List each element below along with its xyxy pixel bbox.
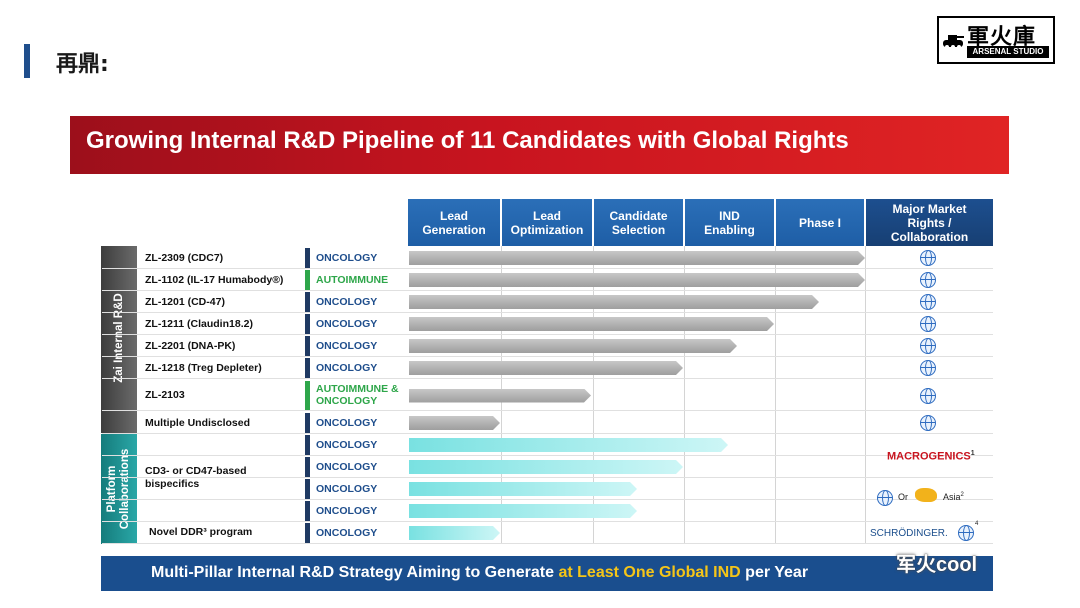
table-row [102,291,993,313]
therapeutic-area-tag: AUTOIMMUNE & ONCOLOGY [305,381,407,410]
table-row [102,500,993,522]
table-row [102,478,993,500]
therapeutic-area-tag: ONCOLOGY [305,479,407,499]
schrodinger-logo: SCHRÖDINGER. [870,528,948,539]
logo-text: 軍火庫 [967,25,1037,50]
progress-bar [409,339,737,353]
candidate-name: ZL-1218 (Treg Depleter) [145,361,262,374]
or-label: Or [898,492,908,502]
table-row [102,335,993,357]
progress-bar [409,438,728,452]
table-row [102,357,993,379]
table-row [102,313,993,335]
therapeutic-area-tag: ONCOLOGY [305,336,407,356]
schrodinger-footnote: 4 [975,521,979,527]
therapeutic-area-tag: AUTOIMMUNE [305,270,407,290]
stage-header-candidate-selection: Candidate Selection [594,199,683,246]
title-accent-bar [24,44,30,78]
candidate-name: Multiple Undisclosed [145,416,251,429]
candidate-name: ZL-1201 (CD-47) [145,295,225,308]
globe-icon [920,250,936,266]
globe-icon [920,360,936,376]
rights-header: Major Market Rights / Collaboration [866,199,993,246]
stage-header-phase-1: Phase I [776,199,864,246]
table-row [102,247,993,269]
stage-header-ind-enabling: IND Enabling [685,199,774,246]
globe-icon [920,387,936,404]
table-row [102,380,993,411]
table-row [102,412,993,434]
stage-header-lead-generation: Lead Generation [408,199,500,246]
therapeutic-area-tag: ONCOLOGY [305,358,407,378]
slide-title: Growing Internal R&D Pipeline of 11 Cand… [86,127,849,154]
therapeutic-area-tag: ONCOLOGY [305,314,407,334]
globe-icon [920,415,936,431]
platform-group-panel [101,434,137,544]
tank-icon [943,35,964,49]
globe-icon [920,338,936,354]
internal-group-panel [101,246,137,433]
candidate-name: ZL-2309 (CDC7) [145,251,224,264]
footer-banner: Multi-Pillar Internal R&D Strategy Aimin… [101,556,993,591]
table-row [102,434,993,456]
progress-bar [409,361,683,375]
candidate-name: ZL-2103 [145,389,185,401]
candidate-name: ZL-2201 (DNA-PK) [145,339,236,352]
candidate-name: ZL-1211 (Claudin18.2) [145,317,253,330]
progress-bar [409,317,774,331]
table-row [102,269,993,291]
table-row [102,522,993,544]
page-title: 再鼎: [56,52,109,77]
therapeutic-area-tag: ONCOLOGY [305,523,407,543]
progress-bar [409,416,500,430]
therapeutic-area-tag: ONCOLOGY [305,501,407,521]
globe-icon [920,316,936,332]
therapeutic-area-tag: ONCOLOGY [305,292,407,312]
stage-header-lead-optimization: Lead Optimization [502,199,592,246]
therapeutic-area-tag: ONCOLOGY [305,435,407,455]
progress-bar [409,482,637,496]
candidate-name-ddr: Novel DDR³ program [149,526,253,538]
progress-bar [409,273,865,287]
candidate-name: ZL-1102 (IL-17 Humabody®) [145,273,284,286]
progress-bar [409,526,500,540]
progress-bar [409,389,591,403]
asia-label: Asia2 [943,492,964,502]
china-map-icon [915,488,937,502]
candidate-name-bispecifics: CD3- or CD47-based bispecifics [145,465,247,490]
progress-bar [409,251,865,265]
therapeutic-area-tag: ONCOLOGY [305,457,407,477]
arsenal-logo: 軍火庫 ARSENAL STUDIO [937,16,1055,64]
globe-icon [920,272,936,288]
progress-bar [409,460,683,474]
globe-icon [920,294,936,310]
logo-subtext: ARSENAL STUDIO [967,46,1049,58]
globe-icon [958,525,974,541]
therapeutic-area-tag: ONCOLOGY [305,413,407,433]
progress-bar [409,295,819,309]
footer-highlight: at Least One Global IND [558,564,741,581]
wechat-watermark: 军火cool [896,554,978,576]
footer-text: Multi-Pillar Internal R&D Strategy Aimin… [151,564,809,581]
slide-title-banner: Growing Internal R&D Pipeline of 11 Cand… [70,116,1009,174]
progress-bar [409,504,637,518]
therapeutic-area-tag: ONCOLOGY [305,248,407,268]
table-row [102,456,993,478]
globe-icon [877,490,893,506]
macrogenics-logo: MACROGENICS1 [887,450,975,463]
